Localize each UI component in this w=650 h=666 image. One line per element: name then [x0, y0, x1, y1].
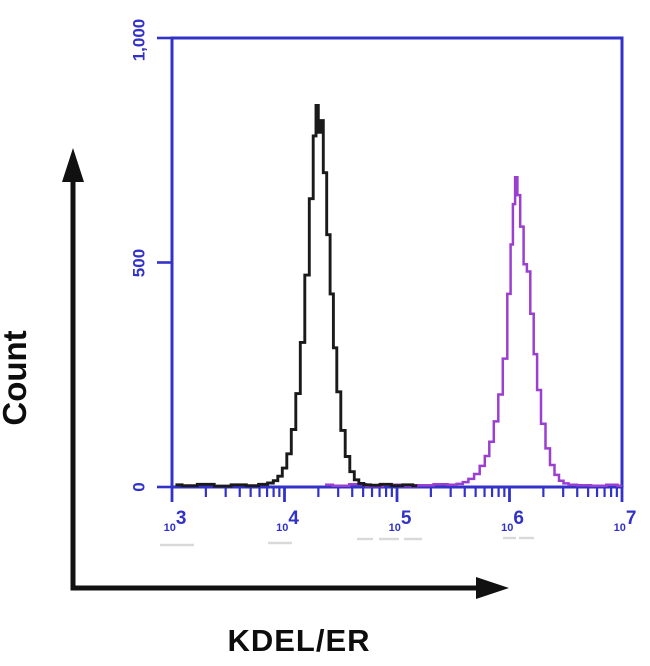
x-axis-title: KDEL/ER: [227, 623, 370, 658]
y-tick-label-1000: 1,000: [129, 19, 148, 62]
black-histogram-curve: [175, 103, 418, 488]
x-axis-ticks: [170, 487, 624, 502]
watermark-artifact-dashes: [160, 536, 534, 547]
right-arrowhead-icon: [476, 577, 509, 599]
x-tick-label: 106: [501, 508, 524, 534]
x-tick-label: 103: [164, 508, 187, 534]
plot-frame: [170, 36, 624, 489]
x-axis-tick-labels: 103 104 105 106 107: [164, 508, 637, 534]
violet-histogram-curve: [325, 175, 622, 488]
outer-axis-arrows: [62, 148, 509, 599]
y-axis-title: Count: [0, 330, 33, 425]
x-tick-label: 107: [614, 508, 637, 534]
x-tick-label: 104: [276, 508, 299, 534]
x-tick-label: 105: [389, 508, 412, 534]
y-tick-label-500: 500: [129, 249, 148, 277]
y-axis-ticks: [157, 36, 172, 489]
up-arrowhead-icon: [62, 148, 84, 182]
y-tick-label-0: 0: [129, 482, 148, 491]
